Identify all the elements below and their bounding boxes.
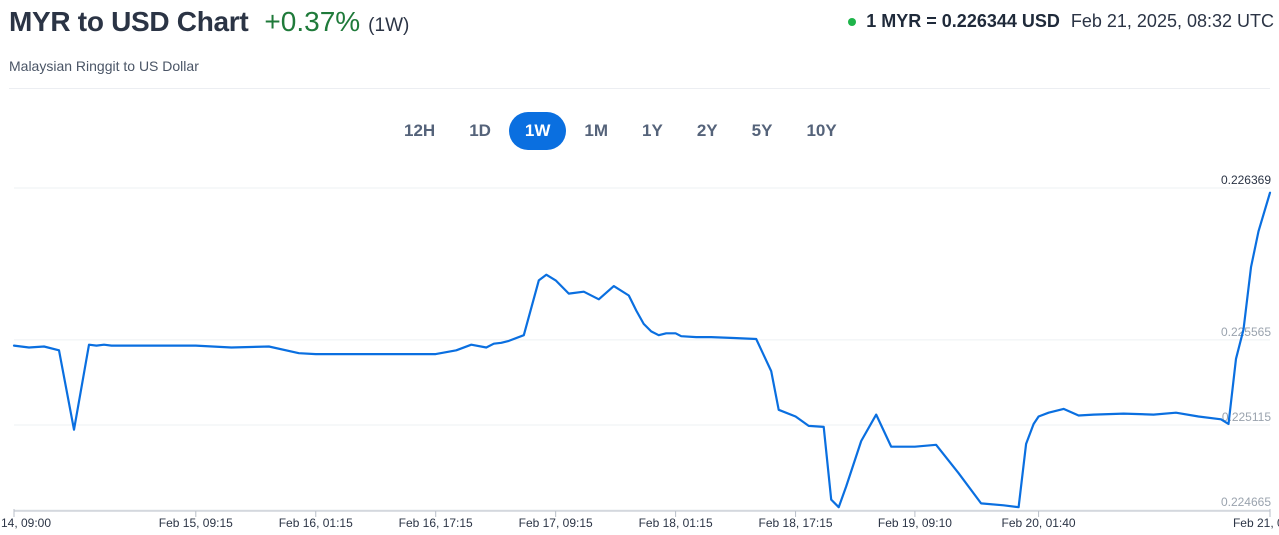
x-tick-label: Feb 16, 01:15 [279,516,353,530]
change-period: (1W) [368,15,410,36]
x-tick-label: Feb 21, 08:32 [1233,516,1279,530]
series-line [12,191,1272,509]
y-tick-label: 0.226369 [1221,173,1271,187]
y-tick-label: 0.224665 [1221,495,1271,509]
header-title-row: MYR to USD Chart +0.37% (1W) [9,6,409,38]
tab-1y[interactable]: 1Y [642,121,663,140]
y-tick-label: 0.225115 [1222,410,1271,424]
range-tabs: 12H 1D 1W 1M 1Y 2Y 5Y 10Y [388,112,855,150]
tab-1d[interactable]: 1D [469,121,491,140]
x-tick-label: Feb 19, 09:10 [878,516,952,530]
page-title: MYR to USD Chart [9,6,249,37]
x-tick-label: Feb 18, 17:15 [759,516,833,530]
x-tick-label: Feb 20, 01:40 [1002,516,1076,530]
x-tick-label: Feb 17, 09:15 [519,516,593,530]
header-divider [9,88,1270,89]
tab-1m[interactable]: 1M [584,121,609,140]
x-tick-label: Feb 16, 17:15 [399,516,473,530]
live-rate: 1 MYR = 0.226344 USD Feb 21, 2025, 08:32… [848,11,1274,32]
tab-2y[interactable]: 2Y [696,121,718,140]
page-subtitle: Malaysian Ringgit to US Dollar [9,58,199,74]
tab-10y[interactable]: 10Y [806,121,837,140]
tab-5y[interactable]: 5Y [751,121,773,140]
rate-timestamp: Feb 21, 2025, 08:32 UTC [1070,11,1274,31]
x-tick-label: Feb 15, 09:15 [159,516,233,530]
tab-12h[interactable]: 12H [404,121,436,140]
x-tick-label: Feb 18, 01:15 [639,516,713,530]
change-percent: +0.37% [264,6,361,37]
live-dot-icon [848,17,857,26]
tab-1w[interactable]: 1W [508,112,567,150]
x-tick-label: Feb 14, 09:00 [0,516,51,530]
rate-value: 1 MYR = 0.226344 USD [866,11,1060,31]
y-tick-label: 0.225565 [1221,325,1271,339]
